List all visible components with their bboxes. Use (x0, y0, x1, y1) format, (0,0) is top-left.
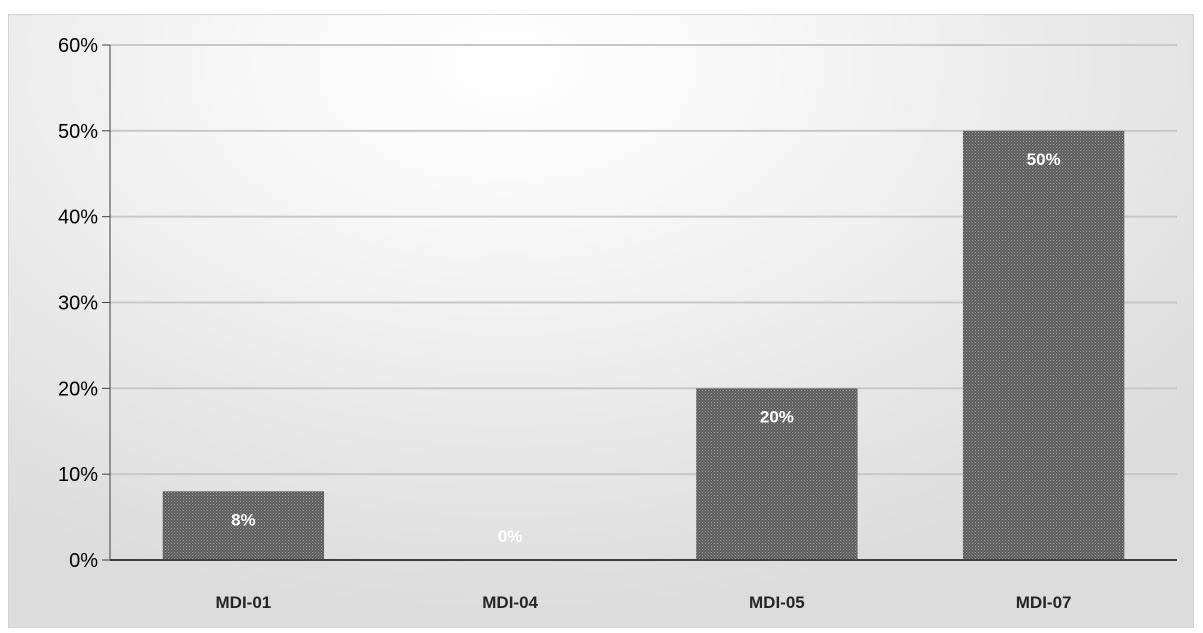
x-category-label: MDI-01 (216, 593, 272, 612)
axes (109, 45, 1177, 561)
data-label: 20% (760, 407, 794, 426)
x-category-label: MDI-04 (482, 593, 538, 612)
data-label: 0% (498, 527, 523, 546)
bars (162, 130, 1125, 561)
x-category-label: MDI-07 (1016, 593, 1072, 612)
data-label: 50% (1027, 150, 1061, 169)
data-label: 8% (231, 510, 256, 529)
y-tick-label: 20% (58, 378, 98, 400)
y-tick-label: 40% (58, 207, 98, 229)
bar-mdi-01 (162, 491, 325, 560)
bar-mdi-07 (962, 130, 1125, 561)
data-labels: 8% 0% 20% 50% (231, 150, 1061, 546)
y-axis-ticks: 0% 10% 20% 30% 40% 50% 60% (58, 35, 110, 572)
y-tick-label: 10% (58, 464, 98, 486)
x-category-label: MDI-05 (749, 593, 805, 612)
y-tick-label: 30% (58, 293, 98, 315)
y-tick-label: 0% (69, 550, 98, 572)
y-tick-label: 60% (58, 35, 98, 57)
y-tick-label: 50% (58, 121, 98, 143)
bar-mdi-05 (696, 388, 858, 560)
x-axis-labels: MDI-01 MDI-04 MDI-05 MDI-07 (216, 593, 1072, 612)
